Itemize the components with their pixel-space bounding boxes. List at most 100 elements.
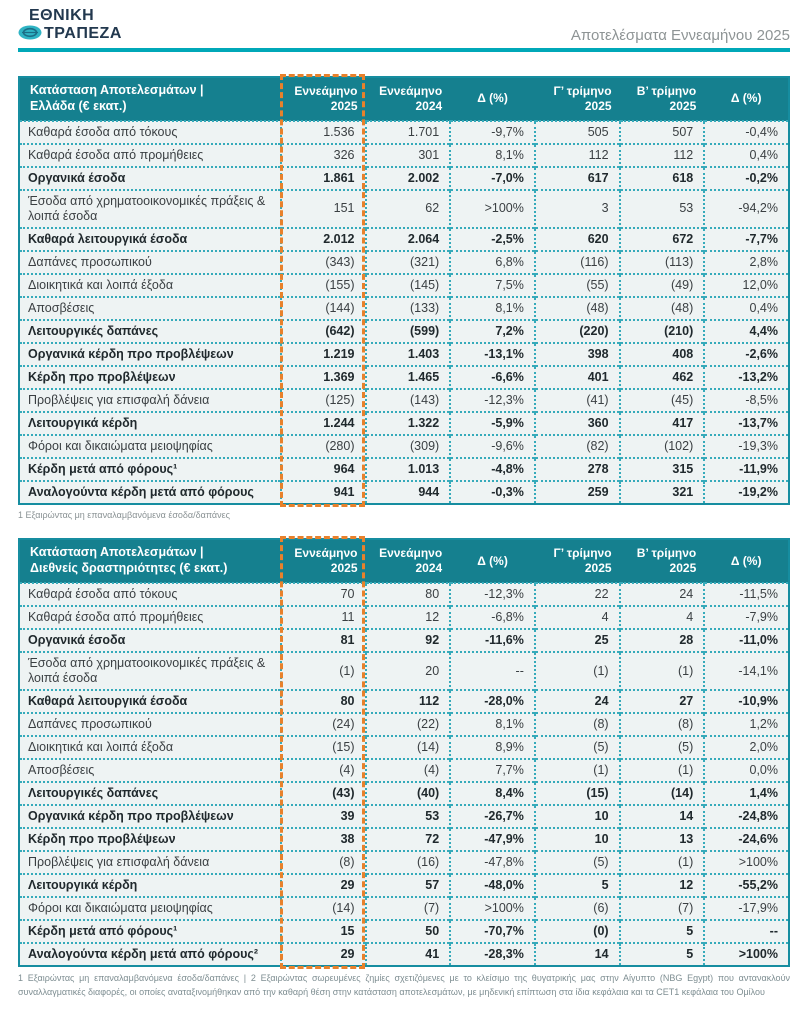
logo-text-line2: ΤΡΑΠΕΖΑ — [18, 25, 122, 45]
cell-value: (15) — [279, 735, 366, 760]
row-label: Οργανικά κέρδη προ προβλέψεων — [19, 341, 281, 366]
cell-value: (220) — [533, 318, 620, 343]
col-header-9m-2024: Εννεάμηνο 2024 — [365, 76, 451, 121]
table-row: Λειτουργικές δαπάνες (642) (599) 7,2% (220)(… — [19, 318, 789, 343]
cell-value: (5) — [533, 735, 620, 760]
cell-value: 278 — [533, 456, 620, 481]
row-label: Οργανικά έσοδα — [19, 628, 281, 653]
logo-text-trapeza: ΤΡΑΠΕΖΑ — [44, 25, 122, 43]
cell-value: -28,3% — [449, 942, 535, 967]
cell-value: 38 — [279, 827, 366, 852]
table-greece-wrap: Κατάσταση Αποτελεσμάτων | Ελλάδα (€ εκατ… — [18, 73, 790, 507]
table-row: Οργανικά κέρδη προ προβλέψεων 1.219 1.403-… — [19, 341, 789, 366]
cell-value: 941 — [279, 479, 366, 504]
cell-value: -2,5% — [449, 226, 535, 251]
row-label: Καθαρά έσοδα από τόκους — [19, 119, 281, 144]
col-header-9m-2025: Εννεάμηνο 2025 — [280, 76, 366, 121]
cell-value: -11,6% — [449, 628, 535, 653]
cell-value: (5) — [533, 850, 620, 875]
cell-value: (40) — [364, 781, 451, 806]
col-header-delta-qoq: Δ (%) — [704, 539, 789, 584]
cell-value: -9,6% — [449, 433, 535, 458]
table-row: Καθαρά έσοδα από τόκους 70 80 -12,3% 22 24 -11… — [19, 582, 789, 607]
cell-value: -13,1% — [449, 341, 535, 366]
table-row: Αποσβέσεις (144) (133) 8,1% (48) (48) 0,4% — [19, 295, 789, 320]
table-row: Έσοδα από χρηματοοικονομικές πράξεις & λ… — [19, 188, 789, 228]
table-row: Προβλέψεις για επισφαλή δάνεια (8) (16) -47… — [19, 850, 789, 875]
row-label: Καθαρά έσοδα από προμήθειες — [19, 142, 281, 167]
cell-value: -11,0% — [703, 628, 789, 653]
cell-value: 8,9% — [449, 735, 535, 760]
table-row: Καθαρά έσοδα από τόκους 1.536 1.701 -9,7% 50… — [19, 119, 789, 144]
cell-value: 401 — [533, 364, 620, 389]
cell-value: 10 — [533, 804, 620, 829]
cell-value: (210) — [618, 318, 705, 343]
col-header-q3-2025: Γ’ τρίμηνο 2025 — [534, 539, 620, 584]
cell-value: 13 — [618, 827, 705, 852]
cell-value: -14,1% — [703, 651, 789, 691]
income-statement-greece: Κατάσταση Αποτελεσμάτων | Ελλάδα (€ εκατ… — [18, 75, 790, 505]
top-banner: ΕΘΝΙΚΗ ΤΡΑΠΕΖΑ Αποτελέσματα Εννεαμήνου 2… — [18, 7, 790, 52]
cell-value: -11,9% — [703, 456, 789, 481]
row-label: Αποσβέσεις — [19, 295, 281, 320]
row-label: Δαπάνες προσωπικού — [19, 249, 281, 274]
cell-value: 1.369 — [279, 364, 366, 389]
cell-value: 360 — [533, 410, 620, 435]
cell-value: (309) — [364, 433, 451, 458]
table-row: Λειτουργικά κέρδη 1.244 1.322 -5,9% 360 417 -1… — [19, 410, 789, 435]
table-row: Διοικητικά και λοιπά έξοδα (155) (145) 7,5%… — [19, 272, 789, 297]
row-label: Διοικητικά και λοιπά έξοδα — [19, 272, 281, 297]
cell-value: 507 — [618, 119, 705, 144]
table-row: Προβλέψεις για επισφαλή δάνεια (125) (143)… — [19, 387, 789, 412]
cell-value: 8,1% — [449, 712, 535, 737]
page-title: Αποτελέσματα Εννεαμήνου 2025 — [570, 26, 790, 44]
row-label: Κέρδη προ προβλέψεων — [19, 827, 281, 852]
logo-text-line1: ΕΘΝΙΚΗ — [29, 7, 95, 24]
table-header-row: Κατάσταση Αποτελεσμάτων | Ελλάδα (€ εκατ… — [19, 76, 789, 121]
table-row: Κέρδη προ προβλέψεων 38 72 -47,9% 10 13 -24,6% — [19, 827, 789, 852]
row-label: Οργανικά έσοδα — [19, 165, 281, 190]
cell-value: 964 — [279, 456, 366, 481]
cell-value: 618 — [618, 165, 705, 190]
row-label: Αποσβέσεις — [19, 758, 281, 783]
cell-value: 25 — [533, 628, 620, 653]
cell-value: 0,4% — [703, 295, 789, 320]
table-row: Αναλογούντα κέρδη μετά από φόρους 941 944-… — [19, 479, 789, 504]
cell-value: (280) — [279, 433, 366, 458]
table-row: Διοικητικά και λοιπά έξοδα (15) (14) 8,9% (5… — [19, 735, 789, 760]
cell-value: 321 — [618, 479, 705, 504]
cell-value: -94,2% — [703, 188, 789, 228]
cell-value: 41 — [364, 942, 451, 967]
row-label: Φόροι και δικαιώματα μειοψηφίας — [19, 896, 281, 921]
cell-value: -0,4% — [703, 119, 789, 144]
cell-value: 1.403 — [364, 341, 451, 366]
cell-value: 315 — [618, 456, 705, 481]
row-label: Καθαρά λειτουργικά έσοδα — [19, 689, 281, 714]
table-row: Λειτουργικές δαπάνες (43) (40) 8,4% (15) (14)… — [19, 781, 789, 806]
cell-value: 50 — [364, 919, 451, 944]
table-title: Κατάσταση Αποτελεσμάτων | Ελλάδα (€ εκατ… — [19, 76, 281, 121]
table-row: Καθαρά έσοδα από προμήθειες 326 301 8,1% 112… — [19, 142, 789, 167]
cell-value: (1) — [618, 758, 705, 783]
cell-value: -47,8% — [449, 850, 535, 875]
cell-value: (8) — [618, 712, 705, 737]
row-label: Κέρδη προ προβλέψεων — [19, 364, 281, 389]
cell-value: 462 — [618, 364, 705, 389]
cell-value: 3 — [533, 188, 620, 228]
cell-value: 1.465 — [364, 364, 451, 389]
cell-value: (1) — [533, 651, 620, 691]
cell-value: -47,9% — [449, 827, 535, 852]
cell-value: (642) — [279, 318, 366, 343]
table-row: Έσοδα από χρηματοοικονομικές πράξεις & λ… — [19, 651, 789, 691]
footnote-greece: 1 Εξαιρώντας μη επαναλαμβανόμενα έσοδα/δ… — [18, 509, 230, 520]
cell-value: 2,0% — [703, 735, 789, 760]
cell-value: -19,2% — [703, 479, 789, 504]
cell-value: -11,5% — [703, 582, 789, 607]
row-label: Αναλογούντα κέρδη μετά από φόρους² — [19, 942, 281, 967]
cell-value: (144) — [279, 295, 366, 320]
cell-value: (8) — [279, 850, 366, 875]
cell-value: (1) — [618, 850, 705, 875]
cell-value: -0,2% — [703, 165, 789, 190]
cell-value: -19,3% — [703, 433, 789, 458]
cell-value: (55) — [533, 272, 620, 297]
